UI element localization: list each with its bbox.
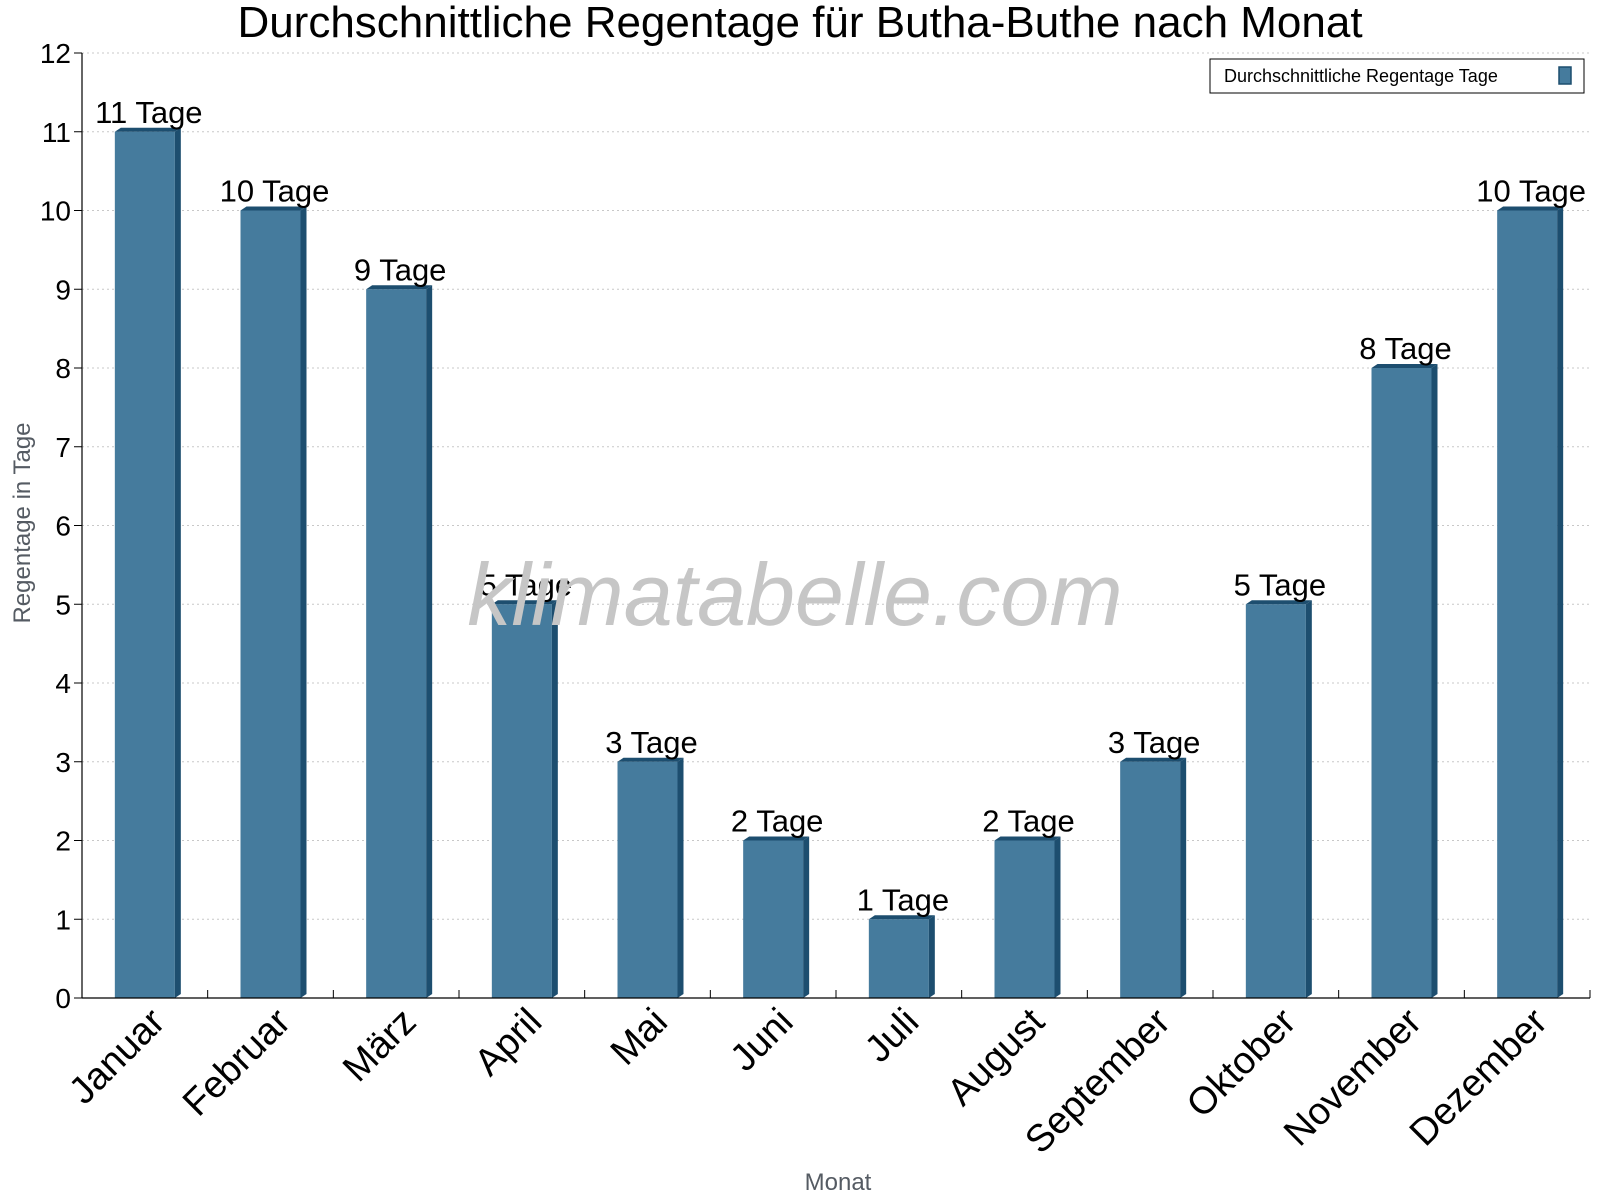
y-tick-label: 0 [55, 983, 71, 1014]
bar-face [994, 840, 1055, 998]
bar-top [617, 757, 684, 762]
bar-side [1305, 600, 1312, 998]
y-tick-label: 1 [55, 904, 71, 935]
bar-side [1054, 836, 1061, 998]
bar-side [1557, 206, 1564, 998]
data-label: 1 Tage [857, 882, 950, 917]
bar-top [240, 206, 307, 211]
bar-face [366, 289, 427, 998]
y-tick-label: 3 [55, 747, 71, 778]
bar [1497, 206, 1564, 998]
grid-lines [82, 52, 1590, 920]
y-tick-label: 8 [55, 353, 71, 384]
y-tick-label: 12 [40, 38, 71, 69]
x-tick-label: Juni [723, 1001, 802, 1080]
bar-face [114, 131, 175, 998]
bar-side [426, 285, 433, 998]
bar [114, 127, 181, 998]
bar-top [114, 127, 181, 132]
bar-side [1431, 364, 1438, 998]
y-tick-label: 7 [55, 432, 71, 463]
data-labels: 11 Tage 10 Tage 9 Tage 5 Tage 3 Tage 2 Tage 1 … [95, 95, 1586, 918]
bar-top [1497, 206, 1564, 211]
bar [1245, 600, 1312, 998]
x-tick-label: April [467, 1001, 550, 1084]
bar-side [551, 600, 558, 998]
bar-top [491, 600, 558, 605]
data-label: 2 Tage [982, 804, 1075, 839]
data-label: 5 Tage [1234, 567, 1327, 602]
bar [240, 206, 307, 998]
bar-face [1245, 604, 1306, 998]
bar-face [743, 840, 804, 998]
y-tick-label: 11 [42, 117, 71, 148]
bar-top [1371, 364, 1438, 368]
y-tick-label: 6 [55, 511, 71, 542]
bar-face [868, 919, 929, 998]
y-tick-label: 4 [55, 668, 71, 699]
x-tick-label: Januar [61, 1000, 173, 1112]
bar-side [803, 836, 810, 998]
bar-face [617, 761, 678, 998]
bar [1371, 364, 1438, 998]
bar-top [1245, 600, 1312, 605]
bar-side [300, 206, 307, 998]
data-label: 3 Tage [1108, 725, 1201, 760]
bar-face [240, 210, 301, 998]
legend: Durchschnittliche Regentage Tage [1209, 58, 1585, 94]
bars [114, 127, 1564, 998]
x-tick-label: Juli [857, 1001, 927, 1071]
data-label: 5 Tage [480, 567, 573, 602]
y-tick-label: 2 [55, 826, 71, 857]
y-tick-label: 10 [40, 196, 71, 227]
bar [994, 836, 1061, 998]
y-tick-label: 5 [55, 589, 71, 620]
bar [617, 757, 684, 998]
bar-face [491, 604, 552, 998]
chart-title: Durchschnittliche Regentage für Butha-Bu… [237, 0, 1362, 47]
x-tick-label: Mai [603, 1001, 676, 1074]
bar-top [1120, 757, 1187, 762]
x-tick-label: März [335, 1001, 424, 1090]
bar-side [1180, 757, 1187, 998]
y-axis-title: Regentage in Tage [9, 422, 36, 623]
data-label: 10 Tage [220, 174, 330, 209]
bar-face [1120, 761, 1181, 998]
bar-side [928, 915, 935, 998]
data-label: 2 Tage [731, 804, 824, 839]
x-tick-label: Oktober [1179, 1000, 1305, 1126]
bar-top [994, 836, 1061, 841]
legend-box [1209, 58, 1585, 94]
data-label: 8 Tage [1359, 331, 1452, 366]
x-axis-ticks: Januar Februar März April Mai Juni Juli AugustS… [61, 990, 1591, 1162]
legend-label: Durchschnittliche Regentage Tage [1224, 66, 1498, 86]
x-tick-label: Dezember [1402, 1000, 1556, 1154]
x-axis-title: Monat [805, 1169, 872, 1196]
x-tick-label: Februar [175, 1000, 299, 1124]
bar-side [174, 127, 181, 998]
data-label: 9 Tage [354, 252, 447, 287]
data-label: 3 Tage [605, 725, 698, 760]
bar-face [1497, 210, 1558, 998]
data-label: 10 Tage [1476, 174, 1586, 209]
x-tick-label: November [1276, 1000, 1430, 1154]
bar-top [743, 836, 810, 841]
x-tick-label: August [940, 1000, 1054, 1114]
bar [491, 600, 558, 998]
bar-side [677, 757, 684, 998]
bar [366, 285, 433, 998]
bar-top [868, 915, 935, 920]
data-label: 11 Tage [95, 95, 202, 130]
watermark: klimatabelle.com [467, 545, 1122, 644]
y-tick-label: 9 [55, 274, 71, 305]
bar-top [366, 285, 433, 290]
bar-face [1371, 368, 1432, 998]
bar [1120, 757, 1187, 998]
bar [868, 915, 935, 998]
bar [743, 836, 810, 998]
legend-swatch [1558, 66, 1572, 85]
